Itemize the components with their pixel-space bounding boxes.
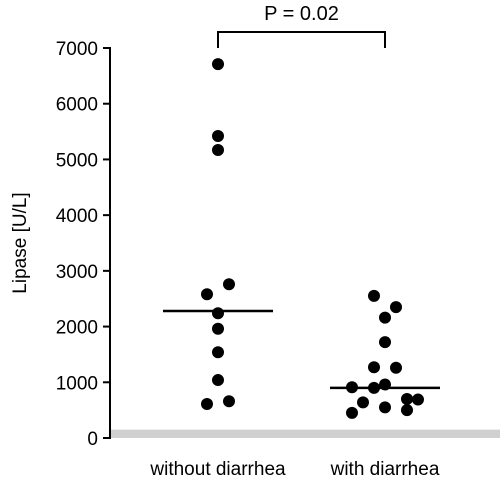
y-axis-ticks: 0 1000 2000 3000 4000 5000 6000 7000: [56, 39, 110, 450]
significance-bracket: P = 0.02: [217, 3, 386, 48]
y-tick-label: 5000: [56, 150, 98, 171]
data-point: [346, 406, 358, 419]
data-point: [379, 336, 391, 349]
data-point: [201, 398, 213, 411]
data-point: [212, 322, 224, 335]
data-point: [368, 289, 380, 302]
data-point: [357, 396, 369, 409]
data-points: [201, 58, 424, 419]
data-point: [212, 346, 224, 359]
y-tick-label: 2000: [56, 318, 98, 339]
data-point: [212, 58, 224, 71]
y-tick-label: 4000: [56, 206, 98, 227]
y-tick-label: 7000: [56, 39, 98, 60]
bracket-line: [217, 31, 386, 48]
data-point: [390, 361, 402, 374]
data-point: [223, 395, 235, 408]
reference-band: [110, 429, 500, 438]
y-tick-label: 1000: [56, 373, 98, 394]
data-point: [412, 393, 424, 406]
data-point: [212, 307, 224, 320]
median-lines: [163, 309, 440, 390]
data-point: [212, 374, 224, 387]
x-axis-categories: without diarrhea with diarrhea: [149, 459, 439, 480]
data-point: [401, 404, 413, 417]
y-tick-label: 0: [87, 429, 98, 450]
data-point: [201, 288, 213, 301]
p-value-label: P = 0.02: [264, 3, 339, 25]
data-point: [390, 301, 402, 314]
data-point: [223, 278, 235, 291]
y-axis-title: Lipase [U/L]: [10, 192, 31, 293]
data-point: [379, 401, 391, 414]
data-point: [401, 393, 413, 405]
data-point: [212, 130, 224, 143]
data-point: [368, 361, 380, 374]
data-point: [379, 311, 391, 324]
data-point: [212, 143, 224, 156]
x-category-label: with diarrhea: [330, 459, 440, 480]
y-tick-label: 6000: [56, 95, 98, 116]
x-category-label: without diarrhea: [149, 459, 286, 480]
y-tick-label: 3000: [56, 262, 98, 283]
